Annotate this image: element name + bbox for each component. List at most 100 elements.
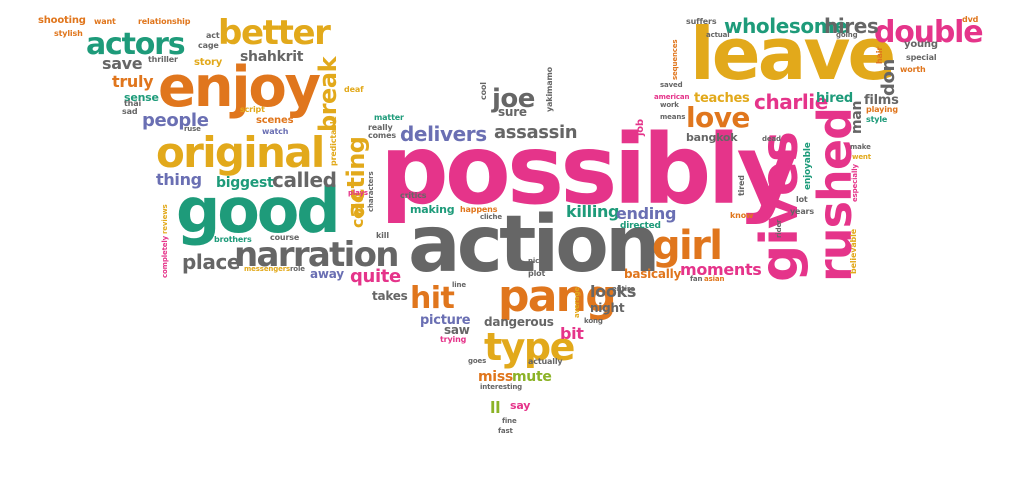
word-relationship: relationship bbox=[138, 17, 191, 26]
word-rider: rider bbox=[775, 219, 783, 238]
word-predictable: predictable bbox=[329, 116, 338, 166]
word-plays: plays bbox=[348, 189, 368, 197]
word-fast: fast bbox=[498, 427, 513, 435]
word-making: making bbox=[410, 203, 455, 216]
word-hires: hires bbox=[824, 14, 879, 38]
word-night: night bbox=[590, 301, 625, 315]
word-hair: hair bbox=[875, 46, 884, 64]
word-especially: especially bbox=[851, 164, 859, 202]
word-narration: narration bbox=[234, 235, 400, 275]
word-sad: sad bbox=[122, 107, 138, 116]
word-hired: hired bbox=[816, 91, 853, 106]
word-love: love bbox=[686, 101, 750, 134]
word-really: really bbox=[368, 123, 393, 132]
word-basically: basically bbox=[624, 267, 682, 281]
word-going: going bbox=[836, 31, 858, 39]
word-role: role bbox=[290, 265, 305, 273]
word-girl: girl bbox=[652, 223, 723, 269]
word-actually: actually bbox=[528, 357, 563, 366]
word-better: better bbox=[218, 13, 331, 53]
word-biggest: biggest bbox=[216, 175, 274, 191]
word-away: away bbox=[310, 267, 344, 281]
word-average: average bbox=[573, 287, 581, 318]
word-asian: asian bbox=[704, 275, 725, 283]
word-quite: quite bbox=[350, 266, 401, 287]
word-original: original bbox=[156, 128, 325, 177]
word-brothers: brothers bbox=[214, 235, 252, 244]
word-suffers: suffers bbox=[686, 17, 717, 26]
word-sequences: sequences bbox=[671, 39, 679, 80]
word-ruse: ruse bbox=[184, 125, 201, 133]
word-man: man bbox=[849, 100, 865, 134]
word-kong: kong bbox=[584, 317, 603, 325]
word-scenes: scenes bbox=[256, 115, 294, 126]
word-picture: picture bbox=[420, 313, 471, 328]
word-act: act bbox=[206, 31, 220, 40]
word-deaf: deaf bbox=[344, 85, 364, 94]
word-double: double bbox=[874, 15, 984, 50]
word-want: want bbox=[94, 17, 116, 26]
word-story: story bbox=[194, 57, 223, 68]
word-matter: matter bbox=[374, 113, 404, 122]
word-truly: truly bbox=[112, 72, 154, 91]
word-cage: cage bbox=[198, 41, 219, 50]
word-takes: takes bbox=[372, 289, 408, 303]
word-sure: sure bbox=[498, 105, 527, 119]
word-assassin: assassin bbox=[494, 122, 578, 143]
word-years: years bbox=[790, 207, 814, 216]
word-course: course bbox=[270, 233, 300, 242]
word-directed: directed bbox=[620, 221, 661, 231]
word-tired: tired bbox=[737, 175, 746, 196]
word-cliche: cliche bbox=[480, 213, 502, 221]
word-looks: looks bbox=[590, 282, 637, 301]
word-bangkok: bangkok bbox=[686, 131, 738, 144]
word-saved: saved bbox=[660, 81, 683, 89]
word-watch: watch bbox=[262, 127, 289, 136]
word-make: make bbox=[850, 143, 871, 151]
word-ll: ll bbox=[490, 398, 501, 417]
word-sense: sense bbox=[124, 91, 159, 104]
word-fan: fan bbox=[690, 275, 703, 283]
word-lot: lot bbox=[796, 195, 808, 204]
word-shooting: shooting bbox=[38, 15, 86, 26]
word-killing: killing bbox=[566, 202, 620, 221]
word-kill: kill bbox=[376, 231, 389, 240]
word-goes: goes bbox=[468, 357, 487, 365]
word-good: good bbox=[176, 174, 341, 247]
word-job: job bbox=[635, 119, 646, 136]
word-went: went bbox=[852, 153, 871, 161]
word-stylish: stylish bbox=[54, 29, 83, 38]
word-moments: moments bbox=[680, 260, 762, 279]
word-special: special bbox=[906, 53, 937, 62]
word-possibly: possibly bbox=[380, 114, 799, 226]
word-dangerous: dangerous bbox=[484, 315, 554, 329]
word-style: style bbox=[866, 115, 888, 124]
word-miss: miss bbox=[478, 369, 513, 385]
word-ending: ending bbox=[616, 204, 677, 223]
word-say: say bbox=[510, 399, 531, 412]
word-enjoyable: enjoyable bbox=[803, 142, 813, 190]
word-american: american bbox=[654, 93, 690, 101]
word-means: means bbox=[660, 113, 686, 121]
word-actual: actual bbox=[706, 31, 730, 39]
word-thriller: thriller bbox=[148, 55, 178, 64]
word-bit: bit bbox=[560, 324, 584, 343]
word-line: line bbox=[452, 281, 466, 289]
word-completely: completely bbox=[161, 235, 169, 278]
word-dvd: dvd bbox=[962, 15, 979, 24]
word-charlie: charlie bbox=[754, 90, 828, 114]
word-shahkrit: shahkrit bbox=[240, 49, 304, 65]
word-don: don bbox=[878, 59, 899, 96]
word-save: save bbox=[102, 54, 143, 73]
word-leave: leave bbox=[690, 12, 896, 96]
word-delivers: delivers bbox=[400, 122, 487, 146]
word-yakimamo: yakimamo bbox=[545, 67, 554, 112]
word-plot: plot bbox=[528, 269, 546, 278]
word-characters: characters bbox=[367, 171, 375, 213]
word-thai: thai bbox=[124, 99, 142, 108]
word-people: people bbox=[142, 110, 209, 131]
word-dead: dead bbox=[762, 135, 781, 143]
word-cool: cool bbox=[479, 82, 488, 100]
word-pang: pang bbox=[498, 271, 617, 322]
